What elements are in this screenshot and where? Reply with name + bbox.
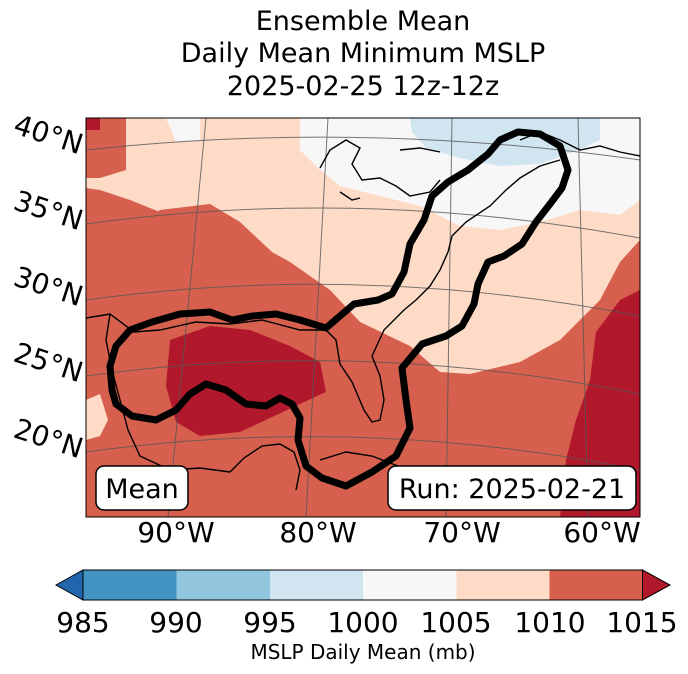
parallel-25n — [86, 360, 640, 395]
colorbar-tick-995: 995 — [243, 606, 297, 639]
colorbar-tick-985: 985 — [56, 606, 110, 639]
colorbar-tick-1010: 1010 — [514, 606, 586, 639]
mean-label: Mean — [105, 474, 179, 505]
atlantic-coast — [415, 159, 561, 301]
pressure-band-1010-1015-west — [108, 204, 272, 306]
parallel-30n — [86, 283, 640, 317]
pressure-band-above-1015-atlantic — [560, 290, 640, 517]
map-frame — [85, 117, 641, 518]
colorbar-segment-995-1000 — [270, 570, 363, 600]
mean-label-box — [95, 465, 189, 511]
lon-label-60w: 60°W — [563, 516, 640, 549]
lon-label-90w: 90°W — [137, 516, 214, 549]
pressure-band-above-1015-gulf — [166, 326, 326, 436]
pressure-band-1000-1005-patch — [166, 118, 200, 142]
parallel-20n — [86, 436, 640, 471]
colorbar-extend-high — [642, 569, 672, 601]
meridian-60w — [577, 118, 589, 517]
colorbar-segment-985-990 — [83, 570, 177, 600]
lat-label-20n: 20°N — [10, 412, 87, 465]
lat-label-35n: 35°N — [10, 184, 87, 237]
coastlines — [86, 131, 640, 491]
colorbar-segment-1005-1010 — [456, 570, 550, 600]
parallel-35n — [86, 207, 640, 239]
title-line-1: Ensemble Mean — [255, 6, 471, 37]
lat-label-40n: 40°N — [10, 108, 87, 161]
pressure-band-1005-1010-south — [86, 394, 108, 440]
gulf-coast — [86, 299, 417, 423]
colorbar-tick-1000: 1000 — [327, 606, 399, 639]
colorbar-tick-990: 990 — [149, 606, 203, 639]
ensemble-contour — [106, 128, 572, 490]
lat-label-30n: 30°N — [10, 260, 87, 313]
colorbar-tick-1005: 1005 — [420, 606, 492, 639]
colorbar-tick-1015: 1015 — [606, 606, 678, 639]
yucatan-coast — [229, 443, 301, 491]
mexico-coast — [105, 313, 231, 473]
title-line-2: Daily Mean Minimum MSLP — [180, 38, 546, 69]
run-label: Run: 2025-02-21 — [399, 474, 625, 505]
run-label-box — [387, 465, 637, 511]
colorbar-segment-990-995 — [176, 570, 270, 600]
graticule — [86, 118, 640, 517]
pressure-band-above-1015-corner — [86, 118, 100, 130]
lon-label-80w: 80°W — [279, 516, 356, 549]
colorbar-extend-low — [54, 569, 84, 601]
title-line-3: 2025-02-25 12z-12z — [226, 71, 500, 102]
colorbar-label: MSLP Daily Mean (mb) — [250, 640, 476, 664]
meridian-90w — [167, 118, 207, 517]
map: Mean Run: 2025-02-21 40°N 35°N 30°N 25°N… — [10, 108, 641, 549]
colorbar-frame — [82, 569, 643, 601]
meridian-80w — [305, 118, 329, 517]
pressure-band-995-1000 — [410, 118, 600, 166]
meridian-70w — [445, 118, 453, 517]
colorbar-segment-1010-1015 — [549, 570, 643, 600]
lat-label-25n: 25°N — [10, 336, 87, 389]
great-lakes — [319, 139, 441, 201]
colorbar-segment-1000-1005 — [363, 570, 457, 600]
lon-label-70w: 70°W — [423, 516, 500, 549]
